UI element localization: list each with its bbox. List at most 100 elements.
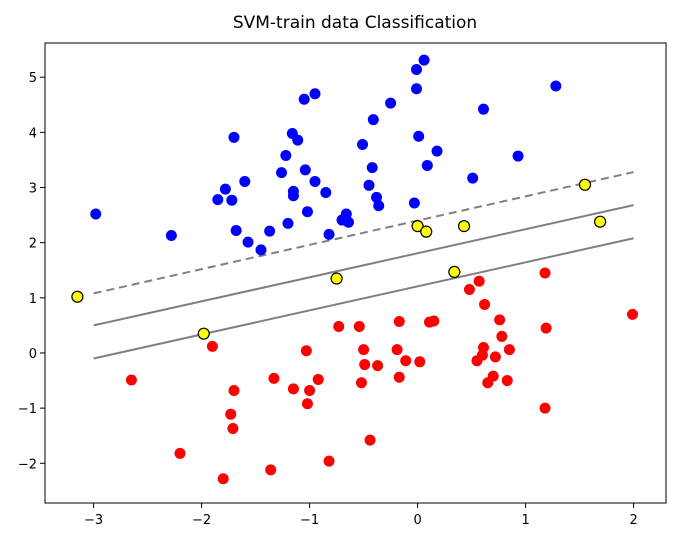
class-a-point-20 bbox=[301, 206, 313, 218]
x-tick-label: 1 bbox=[521, 513, 529, 528]
y-tick-label: −1 bbox=[18, 402, 37, 417]
class-a-point-41 bbox=[431, 145, 443, 157]
class-a-point-27 bbox=[342, 216, 354, 228]
y-tick-label: −2 bbox=[18, 457, 37, 472]
class-a-point-38 bbox=[413, 130, 425, 142]
class-b-point-7 bbox=[268, 372, 280, 384]
support-vector-point-3 bbox=[411, 220, 424, 233]
class-b-point-13 bbox=[312, 373, 324, 385]
class-b-point-3 bbox=[217, 473, 229, 485]
y-tick-label: 5 bbox=[29, 71, 37, 86]
class-a-point-36 bbox=[411, 83, 423, 95]
y-tick-label: 0 bbox=[29, 347, 37, 362]
class-b-point-4 bbox=[225, 408, 237, 420]
class-b-point-22 bbox=[393, 316, 405, 328]
class-b-point-23 bbox=[391, 344, 403, 356]
class-a-point-30 bbox=[366, 162, 378, 174]
class-a-point-8 bbox=[242, 236, 254, 248]
class-b-point-43 bbox=[539, 402, 551, 414]
y-tick-label: 4 bbox=[29, 126, 37, 141]
class-a-point-29 bbox=[363, 179, 375, 191]
class-a-point-34 bbox=[385, 97, 397, 109]
class-a-point-11 bbox=[276, 167, 288, 179]
class-b-point-5 bbox=[227, 423, 239, 435]
class-b-point-44 bbox=[540, 322, 552, 334]
class-a-point-5 bbox=[228, 131, 240, 143]
class-b-point-37 bbox=[489, 351, 501, 363]
class-b-point-24 bbox=[393, 371, 405, 383]
class-a-point-24 bbox=[323, 228, 335, 240]
support-vector-point-1 bbox=[197, 327, 210, 340]
decision-line-solid-2 bbox=[93, 237, 634, 360]
class-a-point-26 bbox=[340, 208, 352, 220]
class-b-point-19 bbox=[358, 344, 370, 356]
y-tick-label: 1 bbox=[29, 292, 37, 307]
class-b-point-2 bbox=[206, 340, 218, 352]
class-b-point-21 bbox=[372, 360, 384, 372]
class-a-point-0 bbox=[90, 208, 102, 220]
chart-axes: −3 −2 −1 0 1 2 −2 −1 0 1 2 3 4 5 bbox=[18, 71, 638, 528]
decision-line-solid-1 bbox=[93, 204, 634, 327]
class-b-point-18 bbox=[359, 359, 371, 371]
class-a-point-33 bbox=[373, 200, 385, 212]
class-a-point-22 bbox=[309, 175, 321, 187]
class-a-point-2 bbox=[212, 194, 224, 206]
class-b-point-42 bbox=[539, 267, 551, 279]
class-a-point-13 bbox=[282, 217, 294, 229]
x-tick-label: 2 bbox=[629, 513, 637, 528]
class-a-point-6 bbox=[230, 225, 242, 237]
class-b-point-45 bbox=[627, 308, 639, 320]
class-b-point-12 bbox=[300, 345, 312, 357]
class-a-point-12 bbox=[280, 150, 292, 162]
class-b-point-39 bbox=[496, 330, 508, 342]
x-tick-label: −3 bbox=[84, 513, 103, 528]
class-b-point-17 bbox=[355, 377, 367, 389]
class-a-point-3 bbox=[219, 183, 231, 195]
class-a-point-37 bbox=[411, 63, 423, 75]
class-b-point-28 bbox=[428, 315, 440, 327]
class-a-point-31 bbox=[367, 114, 379, 126]
class-b-point-8 bbox=[265, 464, 277, 476]
class-b-point-25 bbox=[400, 355, 412, 367]
class-b-point-6 bbox=[228, 384, 240, 396]
y-tick-label: 2 bbox=[29, 237, 37, 252]
decision-line-dashed-0 bbox=[93, 171, 634, 295]
class-a-point-18 bbox=[298, 93, 310, 105]
class-b-point-41 bbox=[503, 344, 515, 356]
class-b-point-20 bbox=[364, 434, 376, 446]
support-vector-point-6 bbox=[457, 220, 471, 233]
class-b-point-14 bbox=[323, 455, 335, 467]
class-b-point-34 bbox=[479, 298, 491, 310]
class-b-point-15 bbox=[333, 321, 345, 333]
class-b-point-26 bbox=[414, 356, 426, 368]
class-a-point-35 bbox=[408, 197, 420, 209]
class-a-point-45 bbox=[550, 80, 562, 92]
chart-marks bbox=[71, 54, 639, 485]
class-a-point-28 bbox=[357, 138, 369, 150]
class-a-point-23 bbox=[320, 186, 332, 198]
class-a-point-16 bbox=[287, 185, 299, 197]
x-tick-label: 0 bbox=[413, 513, 421, 528]
class-b-point-9 bbox=[287, 383, 299, 395]
x-tick-label: −1 bbox=[300, 513, 319, 528]
class-b-point-38 bbox=[494, 314, 506, 326]
class-b-point-33 bbox=[477, 341, 489, 353]
class-a-point-1 bbox=[165, 229, 177, 241]
class-a-point-7 bbox=[239, 175, 251, 187]
class-b-point-40 bbox=[501, 375, 513, 387]
chart-title: SVM-train data Classification bbox=[233, 13, 477, 33]
class-b-point-11 bbox=[304, 384, 316, 396]
class-a-point-10 bbox=[264, 225, 276, 237]
support-vector-point-0 bbox=[71, 290, 84, 303]
class-a-point-40 bbox=[421, 159, 433, 171]
class-b-point-10 bbox=[301, 398, 313, 410]
support-vector-point-2 bbox=[330, 272, 343, 285]
class-b-point-16 bbox=[353, 321, 365, 333]
plot-frame bbox=[44, 42, 667, 504]
support-vector-point-5 bbox=[448, 265, 461, 278]
class-b-point-36 bbox=[487, 370, 499, 382]
support-vector-point-4 bbox=[420, 225, 433, 238]
class-a-point-21 bbox=[309, 88, 321, 100]
class-a-point-17 bbox=[292, 134, 304, 146]
